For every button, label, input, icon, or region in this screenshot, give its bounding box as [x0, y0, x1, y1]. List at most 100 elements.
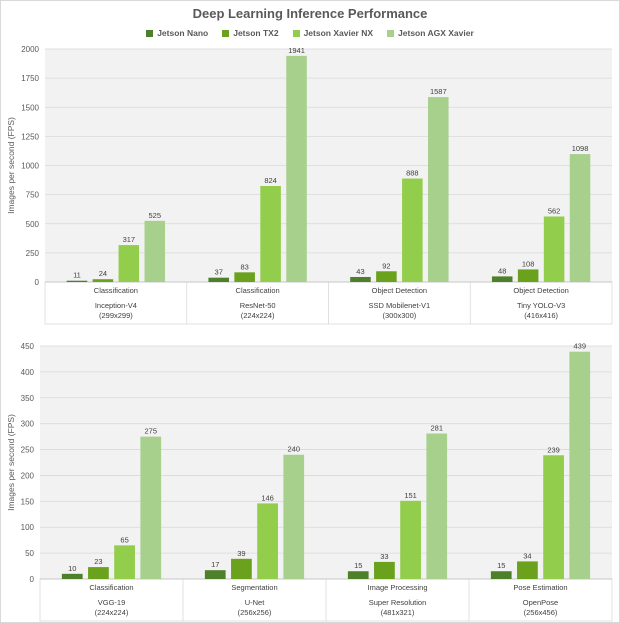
- data-label-jetson-nano: 48: [498, 266, 506, 275]
- bar-jetson-tx2: [234, 272, 255, 282]
- data-label-jetson-xavier-nx: 824: [264, 176, 277, 185]
- legend: Jetson Nano Jetson TX2 Jetson Xavier NX …: [0, 28, 620, 38]
- data-label-jetson-tx2: 108: [522, 259, 535, 268]
- y-tick-label: 0: [30, 575, 35, 584]
- bar-jetson-agx-xavier: [140, 436, 162, 579]
- bar-jetson-nano: [491, 276, 513, 282]
- bar-jetson-nano: [204, 570, 226, 579]
- data-label-jetson-agx-xavier: 525: [149, 211, 162, 220]
- y-tick-label: 350: [21, 394, 35, 403]
- bar-jetson-tx2: [517, 561, 538, 579]
- bar-jetson-tx2: [231, 558, 252, 579]
- data-label-jetson-agx-xavier: 1941: [288, 46, 305, 55]
- category-model-label-inception-v4: Inception-V4: [95, 301, 137, 310]
- category-task-label-object-detection: Object Detection: [513, 286, 568, 295]
- legend-label-jetson-tx2: Jetson TX2: [233, 28, 279, 38]
- category-res-label: (299x299): [99, 311, 133, 320]
- data-label-jetson-nano: 17: [211, 560, 219, 569]
- data-label-jetson-nano: 15: [497, 561, 505, 570]
- data-label-jetson-tx2: 83: [240, 262, 248, 271]
- legend-swatch-jetson-xavier-nx: [292, 29, 300, 37]
- category-res-label: (256x456): [524, 608, 558, 617]
- data-label-jetson-tx2: 39: [237, 549, 245, 558]
- bar-jetson-xavier-nx: [400, 500, 421, 579]
- data-label-jetson-xavier-nx: 562: [548, 207, 561, 216]
- data-label-jetson-agx-xavier: 240: [287, 445, 300, 454]
- data-label-jetson-tx2: 92: [382, 261, 390, 270]
- y-tick-label: 400: [21, 368, 35, 377]
- data-label-jetson-nano: 11: [73, 271, 81, 280]
- data-label-jetson-tx2: 34: [523, 551, 531, 560]
- bar-jetson-agx-xavier: [283, 454, 305, 579]
- category-model-label-super-resolution: Super Resolution: [369, 598, 427, 607]
- category-model-label-tiny-yolo-v3: Tiny YOLO-V3: [517, 301, 565, 310]
- category-task-label-image-processing: Image Processing: [367, 583, 427, 592]
- legend-item-jetson-agx-xavier: Jetson AGX Xavier: [387, 28, 474, 38]
- legend-item-jetson-tx2: Jetson TX2: [222, 28, 279, 38]
- bar-jetson-nano: [347, 571, 369, 579]
- bar-jetson-nano: [490, 571, 512, 579]
- y-tick-label: 1250: [21, 132, 39, 141]
- bar-jetson-xavier-nx: [543, 455, 564, 579]
- bar-jetson-agx-xavier: [286, 55, 307, 282]
- y-tick-label: 0: [35, 278, 40, 287]
- data-label-jetson-agx-xavier: 275: [144, 427, 157, 436]
- data-label-jetson-agx-xavier: 439: [573, 342, 586, 351]
- y-tick-label: 150: [21, 497, 35, 506]
- legend-label-jetson-xavier-nx: Jetson Xavier NX: [303, 28, 374, 38]
- data-label-jetson-nano: 43: [356, 267, 364, 276]
- chart-title: Deep Learning Inference Performance: [192, 6, 428, 21]
- category-model-label-u-net: U-Net: [245, 598, 266, 607]
- bar-jetson-nano: [61, 573, 83, 579]
- category-model-label-vgg-19: VGG-19: [98, 598, 126, 607]
- data-label-jetson-tx2: 23: [94, 557, 102, 566]
- legend-swatch-jetson-nano: [146, 29, 154, 37]
- bar-jetson-agx-xavier: [569, 154, 591, 282]
- bar-jetson-agx-xavier: [144, 220, 166, 282]
- bar-jetson-nano: [66, 280, 88, 282]
- data-label-jetson-nano: 15: [354, 561, 362, 570]
- category-task-label-object-detection: Object Detection: [372, 286, 427, 295]
- data-label-jetson-tx2: 33: [380, 552, 388, 561]
- legend-item-jetson-xavier-nx: Jetson Xavier NX: [292, 28, 374, 38]
- y-tick-label: 50: [25, 549, 34, 558]
- bar-jetson-agx-xavier: [569, 351, 591, 579]
- data-label-jetson-agx-xavier: 1098: [572, 144, 589, 153]
- y-tick-label: 1500: [21, 103, 39, 112]
- category-task-label-segmentation: Segmentation: [231, 583, 277, 592]
- legend-label-jetson-nano: Jetson Nano: [157, 28, 209, 38]
- bar-jetson-agx-xavier: [426, 433, 448, 579]
- data-label-jetson-nano: 37: [215, 268, 223, 277]
- y-tick-label: 250: [21, 446, 35, 455]
- data-label-jetson-agx-xavier: 281: [430, 424, 443, 433]
- category-model-label-openpose: OpenPose: [523, 598, 558, 607]
- category-task-label-pose-estimation: Pose Estimation: [513, 583, 567, 592]
- y-tick-label: 100: [21, 523, 35, 532]
- y-tick-label: 200: [21, 471, 35, 480]
- y-tick-label: 300: [21, 420, 35, 429]
- y-tick-label: 750: [26, 191, 40, 200]
- bar-jetson-xavier-nx: [543, 216, 565, 282]
- legend-swatch-jetson-tx2: [222, 29, 230, 37]
- bar-jetson-xavier-nx: [257, 503, 278, 579]
- category-model-label-ssd-mobilenet-v1: SSD Mobilenet-V1: [369, 301, 431, 310]
- data-label-jetson-xavier-nx: 239: [547, 445, 560, 454]
- data-label-jetson-agx-xavier: 1587: [430, 87, 447, 96]
- category-res-label: (481x321): [381, 608, 415, 617]
- bar-jetson-xavier-nx: [260, 186, 281, 282]
- category-res-label: (300x300): [382, 311, 416, 320]
- y-tick-label: 500: [26, 220, 40, 229]
- y-tick-label: 1750: [21, 74, 39, 83]
- y-axis-title: Images per second (FPS): [6, 414, 16, 511]
- legend-item-jetson-nano: Jetson Nano: [146, 28, 208, 38]
- bar-jetson-xavier-nx: [114, 545, 135, 579]
- bar-jetson-nano: [350, 276, 371, 282]
- data-label-jetson-xavier-nx: 888: [406, 169, 419, 178]
- data-label-jetson-xavier-nx: 146: [261, 493, 274, 502]
- category-task-label-classification: Classification: [89, 583, 133, 592]
- category-res-label: (416x416): [524, 311, 558, 320]
- y-tick-label: 1000: [21, 162, 39, 171]
- category-res-label: (224x224): [241, 311, 275, 320]
- data-label-jetson-xavier-nx: 65: [120, 535, 128, 544]
